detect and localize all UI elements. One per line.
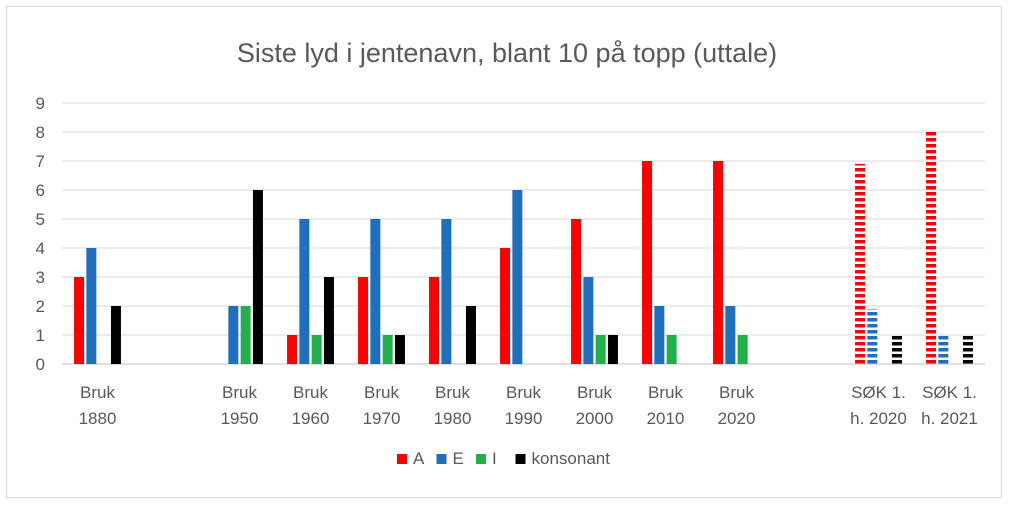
bar-konsonant: [465, 306, 476, 364]
x-tick-label: Bruk: [364, 383, 399, 402]
bar-a: [429, 277, 440, 364]
x-tick-label: 2010: [647, 409, 685, 428]
x-tick-label: Bruk: [293, 383, 328, 402]
x-tick-label: Bruk: [577, 383, 612, 402]
bar-konsonant: [607, 335, 618, 364]
bar-a: [287, 335, 298, 364]
legend-label-i: I: [492, 449, 497, 468]
x-tick-label: 1880: [79, 409, 117, 428]
bar-e: [725, 306, 736, 364]
y-tick-label: 8: [36, 123, 45, 142]
bar-konsonant: [323, 277, 334, 364]
y-tick-label: 2: [36, 297, 45, 316]
y-tick-label: 7: [36, 152, 45, 171]
x-tick-label: 1950: [221, 409, 259, 428]
x-tick-label: Bruk: [648, 383, 683, 402]
x-tick-label: 1980: [434, 409, 472, 428]
x-tick-label: Bruk: [435, 383, 470, 402]
legend-label-e: E: [453, 449, 464, 468]
bar-e: [441, 219, 452, 364]
x-tick-label: 2000: [576, 409, 614, 428]
legend-swatch-i: [476, 454, 486, 464]
bar-konsonant: [110, 306, 121, 364]
bar-konsonant: [962, 335, 973, 364]
x-tick-label: h. 2020: [850, 409, 907, 428]
bar-konsonant: [252, 190, 263, 364]
bar-a: [713, 161, 724, 364]
bar-i: [737, 335, 748, 364]
legend-swatch-konsonant: [515, 454, 526, 464]
bar-a: [855, 163, 866, 364]
x-tick-label: 2020: [718, 409, 756, 428]
bar-e: [370, 219, 381, 364]
x-tick-label: Bruk: [506, 383, 541, 402]
bar-e: [583, 277, 594, 364]
bar-a: [926, 132, 937, 364]
x-tick-label: Bruk: [80, 383, 115, 402]
x-tick-label: SØK 1.: [851, 383, 906, 402]
bar-e: [654, 306, 665, 364]
y-tick-label: 0: [36, 355, 45, 374]
bar-a: [74, 277, 85, 364]
legend-swatch-a: [397, 454, 407, 464]
x-tick-label: 1960: [292, 409, 330, 428]
bar-konsonant: [394, 335, 405, 364]
x-tick-label: h. 2021: [921, 409, 978, 428]
bar-i: [382, 335, 393, 364]
bar-e: [228, 306, 239, 364]
y-tick-label: 3: [36, 268, 45, 287]
legend-label-konsonant: konsonant: [532, 449, 611, 468]
bar-i: [311, 335, 322, 364]
bar-a: [358, 277, 369, 364]
bar-i: [595, 335, 606, 364]
bar-a: [500, 248, 511, 364]
bar-a: [642, 161, 653, 364]
bar-e: [867, 308, 878, 364]
legend-label-a: A: [413, 449, 425, 468]
bar-e: [299, 219, 310, 364]
y-tick-label: 5: [36, 210, 45, 229]
bar-i: [666, 335, 677, 364]
y-tick-label: 9: [36, 94, 45, 113]
x-tick-label: Bruk: [719, 383, 754, 402]
y-tick-label: 4: [36, 239, 45, 258]
y-tick-label: 6: [36, 181, 45, 200]
bar-i: [240, 306, 251, 364]
bar-a: [571, 219, 582, 364]
chart-title: Siste lyd i jentenavn, blant 10 på topp …: [236, 38, 778, 68]
legend-swatch-e: [436, 454, 447, 464]
y-tick-label: 1: [36, 326, 45, 345]
x-tick-label: 1990: [505, 409, 543, 428]
x-tick-label: Bruk: [222, 383, 257, 402]
x-tick-label: 1970: [363, 409, 401, 428]
bar-e: [938, 335, 949, 364]
bar-e: [512, 190, 523, 364]
bar-e: [86, 248, 97, 364]
x-tick-label: SØK 1.: [922, 383, 977, 402]
bar-konsonant: [891, 335, 902, 364]
